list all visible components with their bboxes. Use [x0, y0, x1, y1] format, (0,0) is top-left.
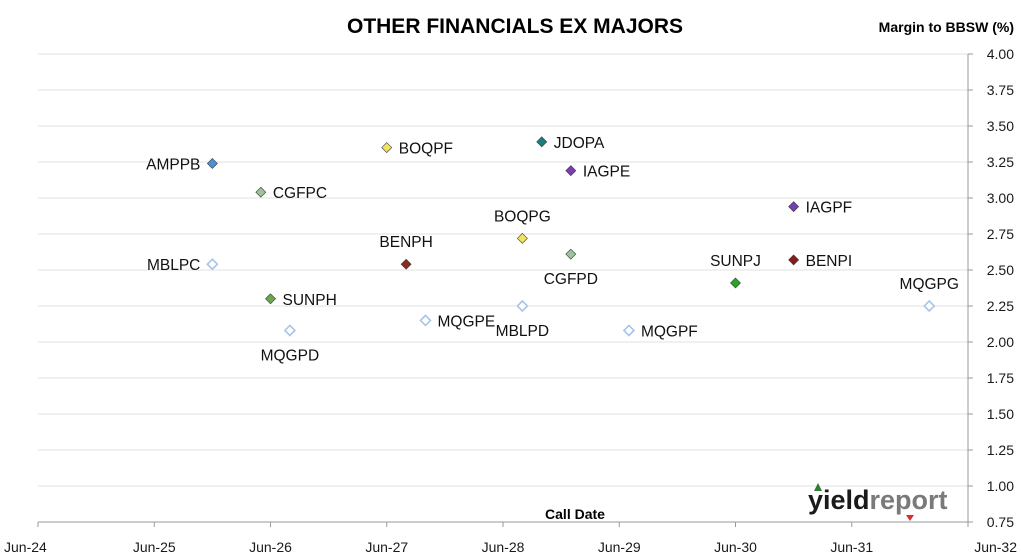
y-tick-label: 3.50 [987, 118, 1014, 134]
point-label: IAGPF [806, 200, 853, 217]
data-points: AMPPB CGFPC BOQPF JDOPA IAGPE IAGPF BOQPG CGFPD… [146, 135, 959, 365]
point-marker [923, 299, 936, 313]
point-amppb: AMPPB [146, 156, 218, 173]
point-iagpe: IAGPE [565, 164, 630, 181]
y-tick-label: 2.50 [987, 262, 1014, 278]
point-marker [419, 314, 432, 327]
y-tick-label: 1.75 [987, 370, 1014, 386]
point-mqgpe: MQGPE [419, 313, 496, 330]
point-label: MQGPD [261, 347, 320, 364]
point-marker [283, 324, 297, 337]
point-marker [255, 186, 267, 198]
y-tick-label: 3.75 [987, 82, 1014, 98]
point-mqgpd: MQGPD [261, 324, 320, 364]
point-marker [788, 201, 800, 213]
point-label: CGFPD [544, 271, 598, 288]
point-label: MQGPE [438, 313, 496, 330]
point-sunpj: SUNPJ [710, 253, 761, 289]
point-label: SUNPJ [710, 253, 761, 270]
point-label: JDOPA [554, 135, 605, 152]
point-marker [381, 142, 393, 154]
point-marker [265, 293, 276, 305]
y-tick-label: 2.00 [987, 334, 1014, 350]
point-label: MQGPF [641, 323, 698, 340]
point-jdopa: JDOPA [536, 135, 605, 152]
y-tick-label: 2.75 [987, 226, 1014, 242]
point-marker [206, 158, 218, 169]
point-mqgpf: MQGPF [622, 323, 698, 340]
y-tick-label: 3.00 [987, 190, 1014, 206]
point-label: BOQPF [399, 141, 453, 158]
yieldreport-logo: yieldreport [808, 483, 948, 521]
chart-title: OTHER FINANCIALS EX MAJORS [347, 15, 683, 38]
x-tick-label: Jun-24 [4, 539, 47, 555]
point-mqgpg: MQGPG [900, 276, 959, 313]
y-tick-label: 4.00 [987, 46, 1014, 62]
point-benpi: BENPI [788, 253, 853, 270]
y-tick-label: 0.75 [987, 514, 1014, 530]
point-label: BENPH [379, 234, 432, 251]
x-tick-label: Jun-31 [830, 539, 873, 555]
point-boqpf: BOQPF [381, 141, 453, 158]
point-marker [622, 324, 636, 337]
point-label: MQGPG [900, 276, 959, 293]
y-tick-label: 2.25 [987, 298, 1014, 314]
point-mblpd: MBLPD [496, 299, 549, 340]
y-tick-label: 1.25 [987, 442, 1014, 458]
point-cgfpd: CGFPD [544, 248, 598, 288]
x-axis-label: Call Date [545, 506, 605, 522]
point-label: SUNPH [283, 292, 337, 309]
gridlines [38, 53, 968, 487]
point-benph: BENPH [379, 234, 433, 270]
x-tick-label: Jun-25 [133, 539, 176, 555]
y-tick-label: 1.50 [987, 406, 1014, 422]
point-marker [400, 258, 412, 270]
x-tick-label: Jun-28 [482, 539, 525, 555]
point-sunph: SUNPH [265, 292, 337, 309]
point-label: IAGPE [583, 164, 630, 181]
logo-down-arrow [906, 515, 914, 521]
point-marker [788, 254, 800, 266]
point-label: MBLPC [147, 257, 200, 274]
point-iagpf: IAGPF [788, 200, 853, 217]
y-axis-label: Margin to BBSW (%) [879, 19, 1014, 35]
point-label: MBLPD [496, 323, 549, 340]
point-mblpc: MBLPC [147, 257, 219, 274]
y-tick-label: 3.25 [987, 154, 1014, 170]
x-tick-label: Jun-29 [598, 539, 641, 555]
point-label: BOQPG [494, 208, 551, 225]
point-cgfpc: CGFPC [255, 185, 327, 202]
x-tick-labels: Jun-24 Jun-25 Jun-26 Jun-27 Jun-28 Jun-29 Jun-… [4, 539, 1017, 555]
point-label: CGFPC [273, 185, 327, 202]
point-marker [730, 277, 741, 289]
x-tick-label: Jun-32 [974, 539, 1017, 555]
x-tick-label: Jun-30 [714, 539, 757, 555]
point-marker [565, 165, 577, 177]
y-tick-labels: 4.00 3.75 3.50 3.25 3.00 2.75 2.50 2.25 2.00 1.75… [987, 46, 1014, 530]
logo-text: yieldreport [808, 485, 948, 515]
point-boqpg: BOQPG [494, 208, 551, 244]
point-label: BENPI [806, 253, 853, 270]
x-tick-label: Jun-26 [249, 539, 292, 555]
point-marker [206, 258, 219, 271]
point-marker [516, 299, 529, 313]
logo-up-arrow [814, 483, 822, 491]
point-marker [516, 232, 528, 244]
axes [37, 53, 973, 527]
point-marker [536, 136, 548, 148]
y-tick-label: 1.00 [987, 478, 1014, 494]
point-marker [565, 248, 577, 260]
point-label: AMPPB [146, 156, 200, 173]
x-tick-label: Jun-27 [365, 539, 408, 555]
